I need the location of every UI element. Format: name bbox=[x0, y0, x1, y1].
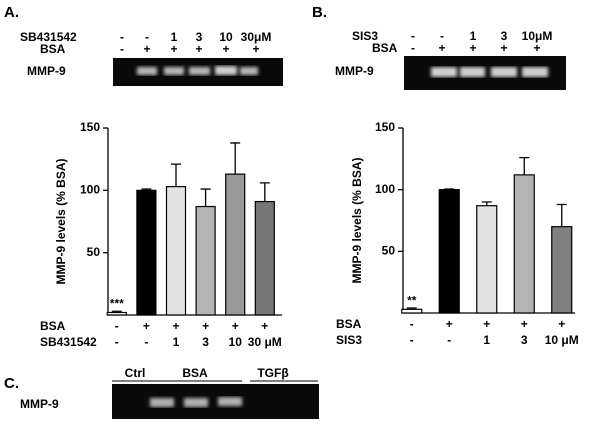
panel-label: A. bbox=[4, 4, 19, 21]
gel bbox=[112, 384, 319, 419]
gel-row-label: SB431542 bbox=[20, 30, 77, 44]
x-tick-label: 3 bbox=[202, 335, 209, 349]
gel-lane-label: - bbox=[440, 29, 444, 43]
gel-band-label: MMP-9 bbox=[27, 64, 66, 78]
x-tick-label: + bbox=[446, 317, 453, 331]
x-tick-label: 1 bbox=[483, 333, 490, 347]
gel-row-label: BSA bbox=[40, 42, 66, 56]
error-bar bbox=[406, 307, 417, 310]
x-tick-label: - bbox=[115, 319, 119, 333]
x-tick-label: - bbox=[115, 335, 119, 349]
error-bar bbox=[200, 188, 211, 207]
gel-lane-group: Ctrl bbox=[125, 366, 146, 380]
bar bbox=[195, 205, 216, 316]
x-tick-label: 30 μM bbox=[248, 335, 282, 349]
error-bar bbox=[141, 188, 152, 191]
gel-lane-label: + bbox=[500, 41, 507, 55]
y-tick-label: 100 bbox=[80, 183, 100, 197]
gel-band-label: MMP-9 bbox=[335, 64, 374, 78]
bar bbox=[401, 308, 423, 314]
error-bar bbox=[230, 142, 241, 175]
bar bbox=[165, 185, 187, 316]
x-row-label: BSA bbox=[336, 317, 362, 331]
y-tick-label: 50 bbox=[382, 244, 396, 258]
error-bar bbox=[481, 201, 492, 206]
gel-lane-label: 1 bbox=[470, 29, 477, 43]
x-row-label: SB431542 bbox=[40, 335, 97, 349]
gel-lane-label: + bbox=[195, 42, 202, 56]
gel-lane-label: 3 bbox=[501, 29, 508, 43]
gel-lane-label: - bbox=[411, 29, 415, 43]
bar bbox=[254, 200, 275, 316]
x-tick-label: 1 bbox=[173, 335, 180, 349]
gel-lane-label: - bbox=[145, 30, 149, 44]
gel-band-label: MMP-9 bbox=[20, 397, 59, 411]
bar bbox=[225, 173, 246, 316]
x-tick-label: + bbox=[202, 319, 209, 333]
gel-lane-label: + bbox=[469, 41, 476, 55]
y-tick-label: 100 bbox=[375, 182, 395, 196]
bar bbox=[551, 226, 573, 314]
x-tick-label: - bbox=[447, 333, 451, 347]
gel-lane-label: 30μM bbox=[241, 30, 272, 44]
gel-bands bbox=[137, 66, 258, 75]
x-tick-label: 10 μM bbox=[545, 333, 579, 347]
panel-label: C. bbox=[4, 375, 19, 392]
gel-lane-label: + bbox=[222, 42, 229, 56]
x-row-label: SIS3 bbox=[336, 333, 362, 347]
y-tick-label: 150 bbox=[375, 120, 395, 134]
x-tick-label: 10 bbox=[229, 335, 243, 349]
x-tick-label: + bbox=[261, 319, 268, 333]
gel-lane-label: + bbox=[143, 42, 150, 56]
x-row-label: BSA bbox=[40, 319, 66, 333]
bar bbox=[438, 189, 460, 314]
gel-lane-label: - bbox=[120, 42, 124, 56]
gel-row-label: BSA bbox=[372, 41, 398, 55]
bar bbox=[476, 205, 498, 314]
x-tick-label: - bbox=[410, 333, 414, 347]
gel-bands bbox=[150, 397, 242, 407]
error-bar bbox=[259, 182, 270, 202]
gel-lane-label: - bbox=[411, 41, 415, 55]
gel-lane-label: 3 bbox=[196, 30, 203, 44]
gel-row-label: SIS3 bbox=[352, 29, 378, 43]
y-axis-label: MMP-9 levels (% BSA) bbox=[54, 158, 68, 284]
x-tick-label: - bbox=[144, 335, 148, 349]
x-tick-label: + bbox=[172, 319, 179, 333]
x-tick-label: + bbox=[521, 317, 528, 331]
significance: ** bbox=[407, 293, 417, 307]
bar bbox=[136, 189, 157, 316]
x-tick-label: - bbox=[410, 317, 414, 331]
x-tick-label: + bbox=[558, 317, 565, 331]
gel-lane-label: + bbox=[252, 42, 259, 56]
x-tick-label: 3 bbox=[521, 333, 528, 347]
gel-bands bbox=[431, 67, 548, 77]
y-axis-label: MMP-9 levels (% BSA) bbox=[350, 157, 364, 283]
error-bar bbox=[171, 163, 181, 187]
bar bbox=[513, 174, 535, 314]
x-tick-label: + bbox=[143, 319, 150, 333]
gel-lane-group: BSA bbox=[182, 366, 208, 380]
error-bar bbox=[111, 310, 122, 313]
gel-lane-label: + bbox=[533, 41, 540, 55]
gel-lane-label: 10μM bbox=[522, 29, 553, 43]
gel-lane-label: 1 bbox=[171, 30, 178, 44]
gel-lane-group: TGFβ bbox=[257, 366, 288, 380]
y-tick-label: 150 bbox=[80, 120, 100, 134]
error-bar bbox=[556, 203, 567, 227]
bar bbox=[106, 311, 127, 316]
gel-lane-label: 10 bbox=[219, 30, 233, 44]
y-tick-label: 50 bbox=[87, 245, 101, 259]
gel-lane-label: + bbox=[170, 42, 177, 56]
panel-label: B. bbox=[312, 4, 327, 21]
significance: *** bbox=[110, 297, 124, 311]
x-tick-label: + bbox=[483, 317, 490, 331]
error-bar bbox=[444, 188, 455, 190]
gel-lane-label: + bbox=[438, 41, 445, 55]
x-tick-label: + bbox=[232, 319, 239, 333]
error-bar bbox=[519, 156, 530, 175]
gel-lane-label: - bbox=[120, 30, 124, 44]
